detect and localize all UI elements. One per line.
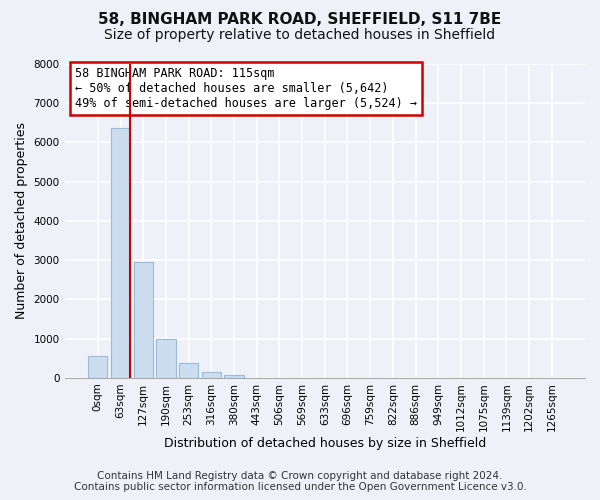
Text: 58, BINGHAM PARK ROAD, SHEFFIELD, S11 7BE: 58, BINGHAM PARK ROAD, SHEFFIELD, S11 7B… [98, 12, 502, 28]
Text: 58 BINGHAM PARK ROAD: 115sqm
← 50% of detached houses are smaller (5,642)
49% of: 58 BINGHAM PARK ROAD: 115sqm ← 50% of de… [75, 67, 417, 110]
Bar [224, 374, 244, 378]
Bar [202, 372, 221, 378]
Bar [88, 356, 107, 378]
Y-axis label: Number of detached properties: Number of detached properties [15, 122, 28, 320]
Bar [111, 128, 130, 378]
Bar [134, 262, 153, 378]
X-axis label: Distribution of detached houses by size in Sheffield: Distribution of detached houses by size … [164, 437, 486, 450]
Text: Contains HM Land Registry data © Crown copyright and database right 2024.
Contai: Contains HM Land Registry data © Crown c… [74, 471, 526, 492]
Bar [156, 339, 176, 378]
Text: Size of property relative to detached houses in Sheffield: Size of property relative to detached ho… [104, 28, 496, 42]
Bar [179, 363, 198, 378]
